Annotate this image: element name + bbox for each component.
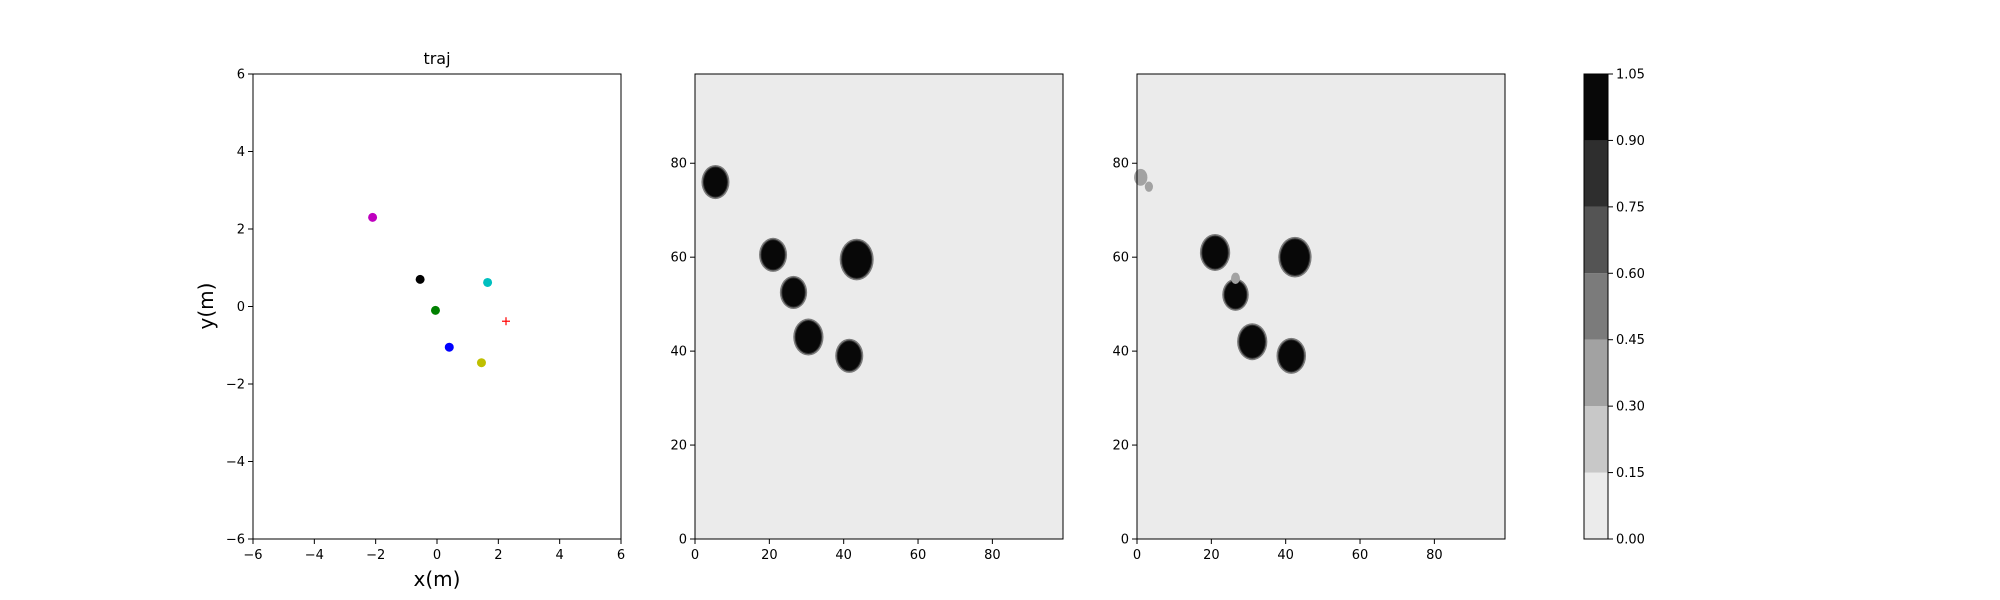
x-tick-label: −2 [366, 548, 385, 563]
x-tick-label: 60 [1352, 548, 1369, 563]
heatmap-blob [759, 237, 788, 272]
colorbar: 0.00 0.15 0.30 0.45 0.60 0.75 0.90 1.05 [1583, 68, 1645, 548]
x-tick-label: 40 [835, 548, 852, 563]
heatmap-blob [1278, 236, 1312, 278]
y-tick-label: 2 [237, 223, 245, 238]
plot-frame [1136, 73, 1506, 540]
y-tick-label: 60 [1112, 251, 1129, 266]
y-ticks: 0 20 40 60 80 [1112, 157, 1137, 548]
colorbar-band [1584, 206, 1608, 274]
x-tick-label: 20 [1203, 548, 1220, 563]
colorbar-tick-label: 0.45 [1616, 333, 1645, 348]
heatmap-blob [1276, 337, 1307, 374]
scatter-point [415, 274, 425, 284]
y-tick-label: 40 [670, 345, 687, 360]
x-tick-label: 6 [617, 548, 625, 563]
x-tick-label: 40 [1277, 548, 1294, 563]
scatter-point [444, 342, 454, 352]
heatmap-panel-2: 0 20 40 60 80 0 20 40 60 80 [1112, 73, 1506, 563]
x-tick-label: 0 [691, 548, 699, 563]
target-marker [502, 317, 510, 326]
scatter-points [368, 212, 510, 368]
colorbar-tick-label: 0.30 [1616, 400, 1645, 415]
x-tick-label: 80 [984, 548, 1001, 563]
heatmap-blob [779, 275, 808, 309]
x-tick-label: 20 [761, 548, 778, 563]
scatter-point [483, 277, 493, 287]
y-tick-label: 60 [670, 251, 687, 266]
chart-title: traj [423, 49, 450, 68]
y-tick-label: 20 [670, 439, 687, 454]
heatmap-blob [1199, 234, 1231, 271]
colorbar-bands [1584, 74, 1608, 539]
colorbar-tick-label: 0.00 [1616, 533, 1645, 548]
y-ticks: −6 −4 −2 0 2 4 6 [226, 68, 253, 548]
heatmap-blob [1144, 181, 1153, 192]
y-tick-label: −4 [226, 455, 245, 470]
x-tick-label: 4 [556, 548, 564, 563]
y-tick-label: 0 [1121, 533, 1129, 548]
scatter-point [368, 212, 378, 222]
colorbar-frame [1583, 73, 1609, 540]
heatmap-blob [839, 238, 874, 281]
colorbar-band [1584, 472, 1608, 539]
heatmap-area [695, 74, 1063, 539]
y-tick-label: 20 [1112, 439, 1129, 454]
heatmap-blob [835, 338, 864, 373]
x-ticks: 0 20 40 60 80 [691, 539, 1001, 563]
trajectory-panel: traj −6 −4 −2 0 2 4 6 −6 −4 −2 0 2 4 6 x(m) y(m) [194, 49, 625, 591]
scatter-point [430, 305, 440, 315]
x-tick-label: −6 [243, 548, 262, 563]
heatmap-blob [1134, 168, 1148, 186]
colorbar-band [1584, 339, 1608, 407]
y-tick-label: 6 [237, 68, 245, 83]
x-tick-label: 2 [494, 548, 502, 563]
y-tick-label: 80 [1112, 157, 1129, 172]
heatmap-blob [793, 318, 824, 356]
heatmap-blob [1222, 278, 1249, 311]
colorbar-band [1584, 140, 1608, 207]
colorbar-tick-label: 0.15 [1616, 466, 1645, 481]
heatmap-blob [1237, 323, 1268, 361]
x-ticks: −6 −4 −2 0 2 4 6 [243, 539, 625, 563]
y-tick-label: 80 [670, 157, 687, 172]
x-ticks: 0 20 40 60 80 [1133, 539, 1443, 563]
y-tick-label: −6 [226, 533, 245, 548]
y-tick-label: 4 [237, 145, 245, 160]
heatmap-blob [1231, 272, 1240, 284]
x-tick-label: 0 [1133, 548, 1141, 563]
scatter-point [476, 358, 486, 368]
colorbar-ticks: 0.00 0.15 0.30 0.45 0.60 0.75 0.90 1.05 [1608, 68, 1645, 548]
heatmap-background [1137, 74, 1505, 539]
plot-frame [694, 73, 1064, 540]
x-tick-label: −4 [305, 548, 324, 563]
y-ticks: 0 20 40 60 80 [670, 157, 695, 548]
y-tick-label: −2 [226, 378, 245, 393]
y-tick-label: 0 [679, 533, 687, 548]
heatmap-background [695, 74, 1063, 539]
heatmap-panel-1: 0 20 40 60 80 0 20 40 60 80 [670, 73, 1064, 563]
heatmap-area [1134, 74, 1505, 539]
colorbar-tick-label: 0.75 [1616, 200, 1645, 215]
x-tick-label: 0 [433, 548, 441, 563]
x-tick-label: 80 [1426, 548, 1443, 563]
colorbar-tick-label: 0.60 [1616, 267, 1645, 282]
colorbar-band [1584, 406, 1608, 473]
colorbar-tick-label: 0.90 [1616, 134, 1645, 149]
x-axis-label: x(m) [414, 567, 461, 591]
colorbar-band [1584, 74, 1608, 141]
heatmap-blob [701, 164, 730, 200]
y-axis-label: y(m) [194, 283, 218, 330]
x-tick-label: 60 [910, 548, 927, 563]
colorbar-band [1584, 273, 1608, 340]
y-tick-label: 40 [1112, 345, 1129, 360]
colorbar-tick-label: 1.05 [1616, 68, 1645, 83]
y-tick-label: 0 [237, 300, 245, 315]
